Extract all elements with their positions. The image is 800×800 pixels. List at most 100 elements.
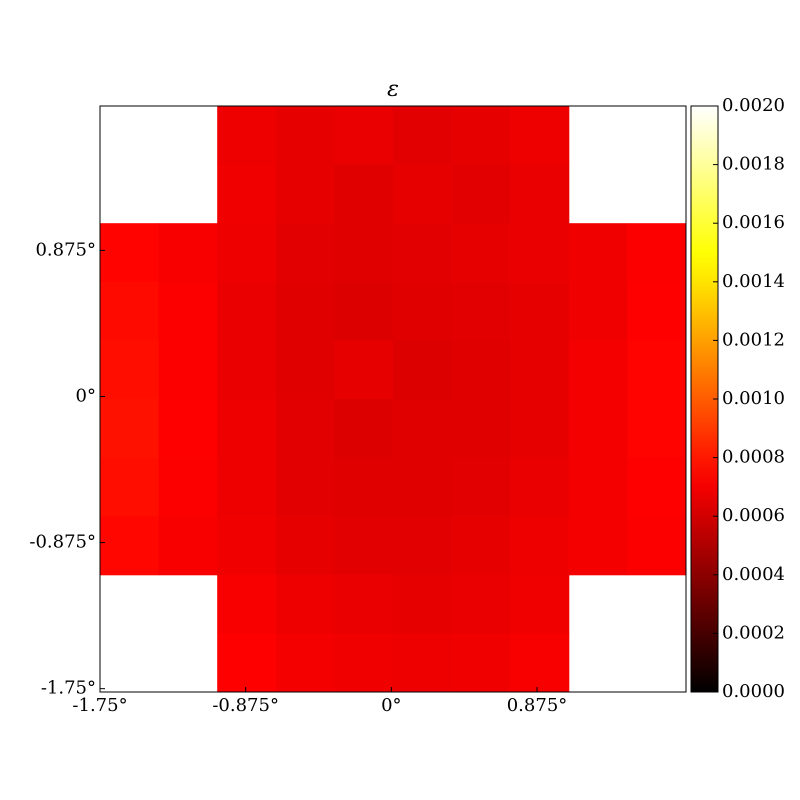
heatmap-cell bbox=[158, 223, 218, 283]
heatmap-cell bbox=[275, 457, 335, 517]
heatmap-cell bbox=[393, 106, 453, 166]
heatmap-cell bbox=[510, 340, 570, 400]
heatmap-cell bbox=[627, 399, 687, 459]
heatmap-cell bbox=[275, 399, 335, 459]
heatmap-cell bbox=[510, 223, 570, 283]
heatmap-cell bbox=[158, 457, 218, 517]
heatmap-cell bbox=[217, 164, 277, 224]
heatmap-cell bbox=[393, 516, 453, 576]
heatmap-cell bbox=[275, 574, 335, 634]
heatmap-cell bbox=[510, 164, 570, 224]
heatmap-cell bbox=[275, 516, 335, 576]
heatmap-cell bbox=[217, 281, 277, 341]
colorbar-tick-label: 0.0000 bbox=[722, 681, 785, 702]
y-tick-label: 0.875° bbox=[35, 239, 96, 260]
colorbar-tick-label: 0.0020 bbox=[722, 95, 785, 116]
heatmap-cell bbox=[451, 106, 511, 166]
heatmap-cell bbox=[217, 106, 277, 166]
heatmap-cell bbox=[275, 633, 335, 693]
heatmap-cell bbox=[451, 281, 511, 341]
heatmap-cell bbox=[451, 574, 511, 634]
y-tick-label: 0° bbox=[76, 385, 96, 406]
heatmap-cell bbox=[510, 574, 570, 634]
heatmap-cell bbox=[568, 516, 628, 576]
heatmap-cell bbox=[627, 457, 687, 517]
colorbar-tick-label: 0.0002 bbox=[722, 622, 785, 643]
heatmap-cell bbox=[217, 574, 277, 634]
heatmap-cell bbox=[393, 574, 453, 634]
heatmap-cell bbox=[275, 281, 335, 341]
heatmap-cell bbox=[217, 516, 277, 576]
heatmap-cell bbox=[568, 281, 628, 341]
heatmap-cell bbox=[451, 457, 511, 517]
heatmap-cell bbox=[451, 516, 511, 576]
heatmap-cell bbox=[100, 457, 160, 517]
heatmap-cell bbox=[568, 399, 628, 459]
heatmap-cell bbox=[627, 223, 687, 283]
x-tick-label: 0° bbox=[381, 695, 401, 716]
heatmap-cell bbox=[393, 633, 453, 693]
heatmap-cell bbox=[100, 223, 160, 283]
colorbar-tick-label: 0.0014 bbox=[722, 271, 785, 292]
heatmap-cell bbox=[100, 340, 160, 400]
heatmap-cell bbox=[510, 633, 570, 693]
heatmap-cell bbox=[217, 223, 277, 283]
heatmap-cell bbox=[568, 340, 628, 400]
heatmap-cell bbox=[275, 223, 335, 283]
heatmap-cell bbox=[217, 399, 277, 459]
heatmap-cell bbox=[393, 340, 453, 400]
heatmap-cell bbox=[275, 340, 335, 400]
heatmap-cell bbox=[451, 164, 511, 224]
heatmap-cell bbox=[158, 281, 218, 341]
heatmap-cell bbox=[334, 281, 394, 341]
heatmap-cell bbox=[334, 164, 394, 224]
heatmap-cell bbox=[158, 399, 218, 459]
heatmap-cell bbox=[217, 457, 277, 517]
heatmap-cell bbox=[158, 516, 218, 576]
plot-frame bbox=[99, 105, 687, 693]
heatmap-cell bbox=[627, 516, 687, 576]
heatmap-cell bbox=[510, 516, 570, 576]
heatmap-cell bbox=[451, 223, 511, 283]
colorbar-tick-label: 0.0008 bbox=[722, 447, 785, 468]
heatmap-cell bbox=[217, 633, 277, 693]
colorbar-tick-label: 0.0016 bbox=[722, 212, 785, 233]
heatmap-cell bbox=[627, 340, 687, 400]
x-tick-label: -0.875° bbox=[212, 695, 279, 716]
colorbar-tick-label: 0.0004 bbox=[722, 564, 785, 585]
heatmap-cell bbox=[393, 164, 453, 224]
heatmap-cell bbox=[510, 281, 570, 341]
heatmap-cell bbox=[334, 516, 394, 576]
heatmap-cell bbox=[393, 399, 453, 459]
heatmap-cell bbox=[510, 106, 570, 166]
heatmap-cell bbox=[393, 457, 453, 517]
heatmap-cell bbox=[334, 399, 394, 459]
heatmap-cell bbox=[100, 399, 160, 459]
heatmap-cell bbox=[334, 340, 394, 400]
heatmap-cell bbox=[334, 457, 394, 517]
chart-title: ε bbox=[387, 77, 399, 102]
x-tick-label: -1.75° bbox=[72, 695, 127, 716]
heatmap-cell bbox=[451, 340, 511, 400]
x-tick-label: 0.875° bbox=[507, 695, 568, 716]
heatmap-cell bbox=[510, 457, 570, 517]
y-tick-label: -1.75° bbox=[41, 678, 96, 699]
heatmap-cell bbox=[334, 106, 394, 166]
heatmap-cell bbox=[393, 223, 453, 283]
heatmap-cell bbox=[275, 164, 335, 224]
heatmap-cell bbox=[334, 574, 394, 634]
heatmap-cell bbox=[158, 340, 218, 400]
heatmap-cell bbox=[217, 340, 277, 400]
heatmap-cell bbox=[451, 399, 511, 459]
y-tick-label: -0.875° bbox=[29, 532, 96, 553]
heatmap-cell bbox=[100, 281, 160, 341]
colorbar-tick-label: 0.0010 bbox=[722, 388, 785, 409]
heatmap-cell bbox=[334, 633, 394, 693]
heatmap-cell bbox=[100, 516, 160, 576]
heatmap-cell bbox=[275, 106, 335, 166]
heatmap-cell bbox=[568, 223, 628, 283]
heatmap-cell bbox=[627, 281, 687, 341]
heatmap-cell bbox=[510, 399, 570, 459]
colorbar-tick-label: 0.0018 bbox=[722, 154, 785, 175]
